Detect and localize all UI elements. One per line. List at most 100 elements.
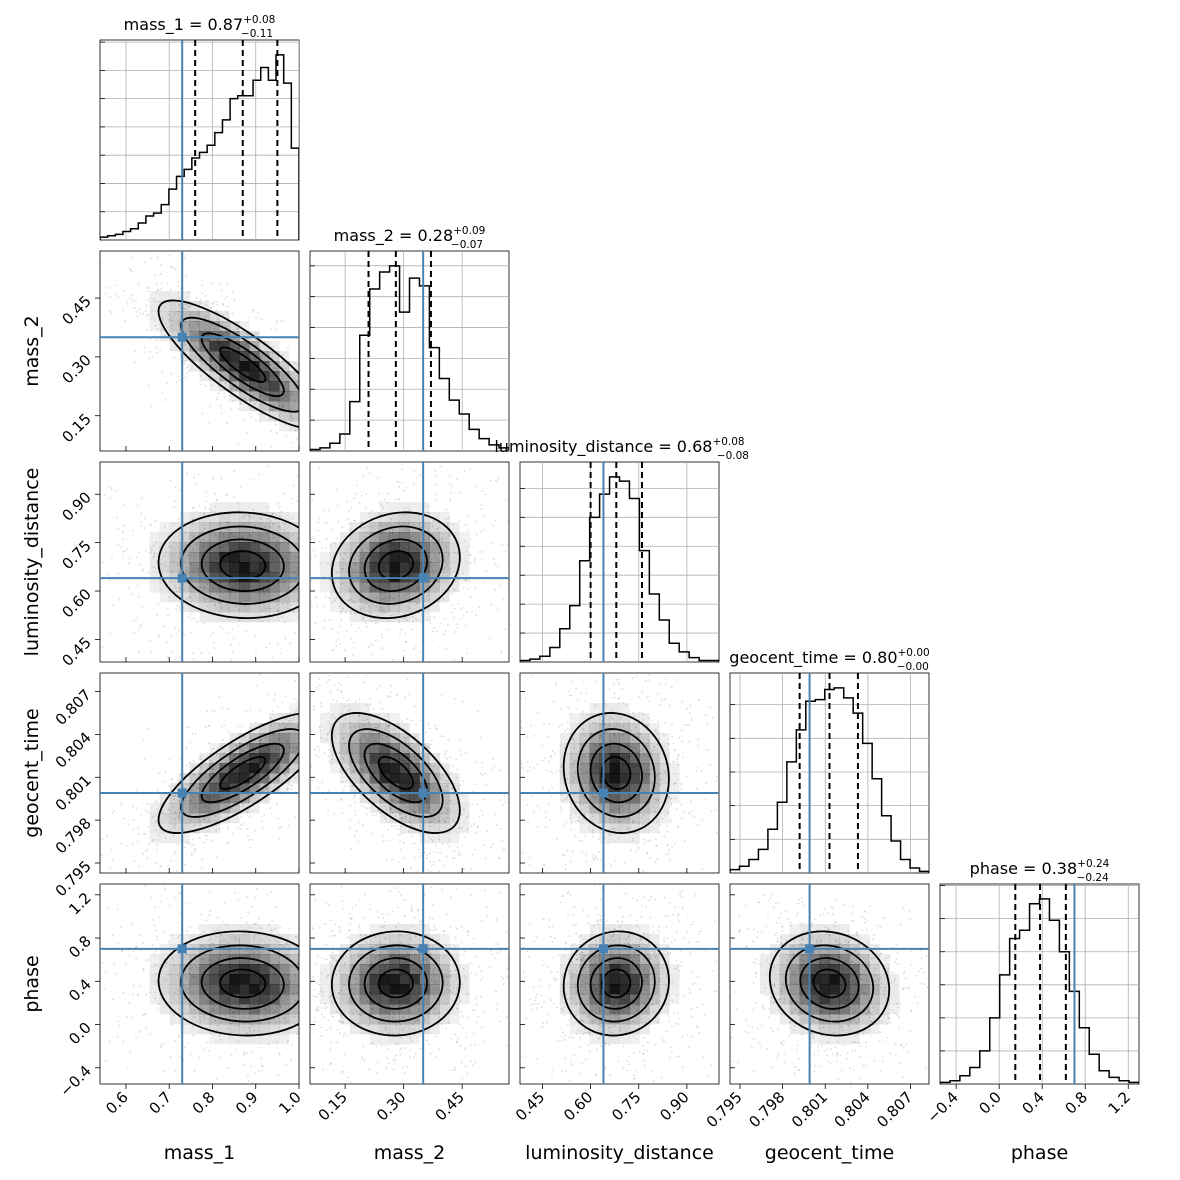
scatter-point [170, 823, 173, 825]
density-cell [279, 371, 290, 382]
scatter-point [412, 810, 415, 812]
density-cell [169, 341, 180, 352]
scatter-point [350, 847, 353, 850]
scatter-point [431, 840, 434, 843]
scatter-point [200, 579, 203, 582]
density-cell [209, 803, 220, 814]
density-cell [279, 411, 290, 422]
scatter-point [290, 414, 293, 417]
scatter-point [258, 413, 260, 416]
scatter-point [231, 312, 234, 315]
scatter-point [469, 467, 472, 470]
scatter-point [257, 312, 260, 314]
scatter-point [467, 515, 469, 517]
scatter-point [439, 776, 442, 779]
scatter-point [383, 880, 385, 882]
scatter-point [301, 805, 303, 807]
scatter-point [204, 363, 206, 366]
scatter-point [135, 807, 138, 809]
scatter-point [704, 714, 707, 717]
scatter-point [449, 499, 452, 502]
scatter-point [387, 724, 390, 727]
density-cell [269, 361, 280, 372]
scatter-point [303, 604, 305, 606]
scatter-point [303, 566, 305, 568]
density-cell [179, 321, 190, 332]
scatter-point [229, 807, 232, 810]
scatter-point [342, 697, 345, 699]
scatter-point [537, 825, 539, 828]
scatter-point [246, 431, 248, 434]
scatter-point [701, 868, 704, 870]
scatter-point [174, 812, 177, 815]
scatter-point [186, 764, 189, 767]
scatter-point [564, 867, 567, 870]
scatter-point [465, 652, 468, 655]
scatter-point [172, 835, 175, 837]
density-cell [229, 783, 240, 794]
scatter-point [291, 785, 294, 787]
scatter-point [566, 727, 569, 730]
scatter-point [346, 548, 348, 551]
truth-marker [418, 573, 428, 583]
scatter-point [459, 491, 462, 494]
density-cell [239, 361, 250, 372]
scatter-point [196, 334, 199, 337]
density-cell [389, 813, 400, 824]
scatter-point [269, 607, 271, 610]
scatter-point [223, 535, 226, 538]
scatter-point [100, 854, 103, 857]
density-cell [239, 753, 250, 764]
scatter-point [348, 818, 351, 821]
density-cell [199, 552, 210, 563]
scatter-point [212, 370, 214, 373]
scatter-point [631, 738, 634, 741]
density-cell [339, 753, 351, 764]
scatter-point [95, 277, 97, 279]
scatter-point [582, 728, 585, 731]
scatter-point [264, 737, 267, 739]
scatter-point [384, 727, 387, 730]
scatter-point [407, 529, 410, 532]
scatter-point [559, 806, 562, 808]
scatter-point [617, 807, 620, 810]
scatter-point [412, 615, 415, 618]
contour-level-1 [219, 550, 267, 581]
scatter-point [361, 548, 363, 551]
scatter-point [660, 778, 662, 781]
scatter-point [216, 303, 219, 306]
density-cell [369, 763, 380, 774]
scatter-point [475, 533, 478, 536]
scatter-point [641, 823, 644, 825]
scatter-point [156, 328, 159, 330]
scatter-point [164, 770, 167, 773]
scatter-point [580, 803, 582, 806]
scatter-point [210, 306, 212, 309]
contour-level-2 [200, 538, 285, 592]
scatter-point [441, 537, 443, 540]
scatter-point [657, 720, 659, 723]
scatter-point [474, 557, 476, 559]
scatter-point [583, 755, 586, 758]
scatter-point [432, 564, 435, 567]
scatter-point [151, 549, 153, 552]
scatter-point [186, 783, 189, 786]
density-cell [269, 602, 280, 613]
scatter-point [208, 652, 211, 655]
density-cell [429, 542, 440, 553]
scatter-point [394, 803, 397, 806]
scatter-point [347, 752, 350, 755]
scatter-point [348, 826, 351, 829]
scatter-point [544, 811, 547, 814]
scatter-point [304, 753, 306, 755]
density-cell [209, 532, 220, 543]
scatter-point [100, 260, 103, 263]
scatter-point [517, 592, 519, 594]
scatter-point [453, 607, 456, 610]
scatter-point [450, 800, 453, 802]
density-cell [399, 532, 410, 543]
scatter-point [579, 743, 582, 745]
scatter-point [100, 856, 102, 859]
scatter-point [152, 556, 155, 558]
scatter-point [191, 618, 194, 620]
